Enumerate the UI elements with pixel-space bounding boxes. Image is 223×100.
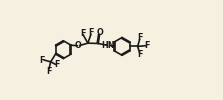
Text: F: F xyxy=(55,60,60,69)
Text: HN: HN xyxy=(101,41,115,50)
Text: F: F xyxy=(88,28,94,37)
Text: F: F xyxy=(137,33,142,42)
Text: F: F xyxy=(46,66,52,76)
Text: F: F xyxy=(145,41,150,50)
Text: F: F xyxy=(40,56,45,65)
Text: F: F xyxy=(80,29,86,38)
Text: O: O xyxy=(96,28,103,37)
Text: F: F xyxy=(137,50,142,59)
Text: O: O xyxy=(75,41,82,50)
